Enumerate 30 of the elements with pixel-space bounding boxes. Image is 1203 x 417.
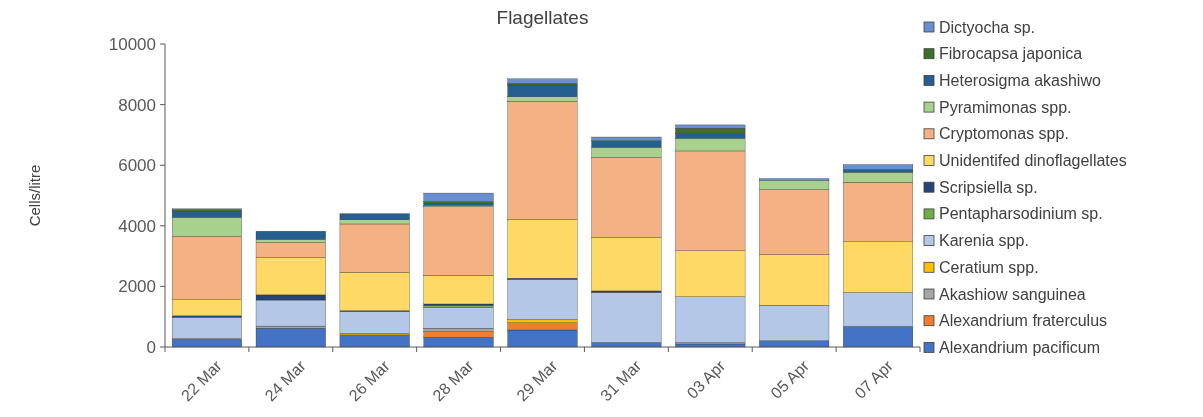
chart-title: Flagellates bbox=[496, 7, 589, 28]
y-axis-title: Cells/litre bbox=[26, 164, 43, 227]
legend-label: Alexandrium fraterculus bbox=[939, 312, 1108, 330]
x-tick-label: 07 Apr bbox=[851, 356, 897, 402]
legend-label: Karenia spp. bbox=[939, 232, 1029, 250]
legend-label: Dictyocha sp. bbox=[939, 18, 1036, 36]
legend-label: Alexandrium pacificum bbox=[939, 339, 1100, 356]
x-tick-label: 24 Mar bbox=[261, 356, 310, 405]
x-tick-label: 26 Mar bbox=[345, 356, 394, 405]
y-tick-label: 0 bbox=[146, 337, 156, 357]
legend-label: Scripsiella sp. bbox=[939, 178, 1038, 196]
x-tick-label: 28 Mar bbox=[429, 356, 478, 405]
legend-label: Ceratium spp. bbox=[939, 258, 1039, 276]
legend-label: Pentapharsodinium sp. bbox=[939, 205, 1103, 223]
y-tick-label: 6000 bbox=[118, 156, 156, 176]
legend-label: Heterosigma akashiwo bbox=[939, 72, 1101, 89]
y-tick-label: 2000 bbox=[118, 277, 156, 297]
y-tick-label: 10000 bbox=[108, 34, 156, 54]
legend-label: Unidentifed dinoflagellates bbox=[939, 152, 1127, 170]
y-tick-label: 4000 bbox=[118, 216, 156, 236]
y-tick-label: 8000 bbox=[118, 95, 156, 115]
x-tick-label: 29 Mar bbox=[513, 356, 562, 405]
x-tick-label: 03 Apr bbox=[683, 356, 729, 402]
x-tick-label: 31 Mar bbox=[597, 356, 645, 405]
legend-label: Pyramimonas spp. bbox=[939, 98, 1072, 116]
legend-label: Akashiow sanguinea bbox=[939, 285, 1086, 303]
legend-label: Fibrocapsa japonica bbox=[939, 45, 1083, 63]
x-tick-label: 05 Apr bbox=[767, 356, 813, 402]
legend-label: Cryptomonas spp. bbox=[939, 125, 1069, 143]
x-tick-label: 22 Mar bbox=[177, 356, 226, 405]
